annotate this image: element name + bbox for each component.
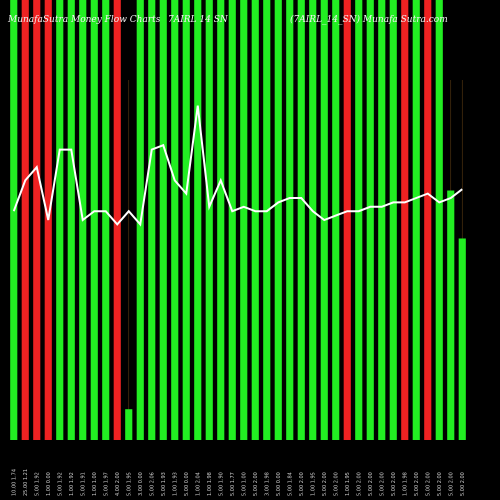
x-tick-label: 5.00 2.00: [299, 472, 305, 496]
x-tick-label: 5.00 2.00: [253, 472, 259, 496]
volume-bar: [148, 0, 156, 440]
x-tick-label: 5.00 1.90: [218, 472, 224, 496]
volume-bar: [217, 0, 225, 440]
volume-bar: [343, 0, 351, 440]
x-tick-label: 3.00 0.00: [138, 472, 144, 496]
volume-bar: [194, 0, 202, 440]
volume-bar: [182, 0, 190, 440]
volume-bar: [424, 0, 432, 440]
x-tick-label: 5.00 1.92: [34, 472, 40, 496]
volume-bar: [263, 0, 271, 440]
x-tick-label: 1.00 2.04: [195, 472, 201, 496]
volume-bar: [56, 0, 64, 440]
x-tick-label: 5.00 2.00: [333, 472, 339, 496]
x-tick-label: 5.00 2.00: [368, 472, 374, 496]
volume-bar: [90, 0, 98, 440]
x-tick-label: 5.00 1.97: [103, 472, 109, 496]
x-tick-label: 1.00 1.98: [207, 472, 213, 496]
x-tick-label: 1.00 1.00: [92, 472, 98, 496]
x-tick-label: 25.00 1.21: [23, 469, 29, 496]
x-tick-label: 5.00 1.91: [80, 472, 86, 496]
volume-bar: [240, 0, 248, 440]
volume-bar: [113, 0, 121, 440]
x-tick-label: 1.00 1.98: [402, 472, 408, 496]
x-tick-label: 5.00 1.92: [57, 472, 63, 496]
volume-bar: [10, 0, 18, 440]
x-tick-label: 3.00 1.98: [264, 472, 270, 496]
x-tick-label: 5.00 2.00: [322, 472, 328, 496]
x-tick-label: 5.00 0.00: [276, 472, 282, 496]
x-tick-label: 5.00 2.00: [379, 472, 385, 496]
x-tick-label: 5.00 0.00: [184, 472, 190, 496]
x-tick-label: 5.00 2.00: [425, 472, 431, 496]
volume-bar: [297, 0, 305, 440]
x-tick-label: 5.00 1.77: [230, 472, 236, 496]
volume-bar: [435, 0, 443, 440]
volume-bar: [33, 0, 41, 440]
volume-bar: [205, 0, 213, 440]
volume-bar: [67, 0, 75, 440]
x-tick-label: 1.00 0.00: [46, 472, 52, 496]
x-tick-label: 5.00 2.00: [437, 472, 443, 496]
x-tick-label: 5.00 1.93: [161, 472, 167, 496]
volume-bar: [378, 0, 386, 440]
x-tick-label: 10.00 1.74: [11, 469, 17, 496]
volume-bar: [458, 238, 466, 440]
volume-bar: [401, 0, 409, 440]
volume-bar: [274, 0, 282, 440]
x-tick-label: 5.00 2.00: [460, 472, 466, 496]
x-tick-label: 5.00 2.00: [448, 472, 454, 496]
x-tick-label: 5.00 1.95: [126, 472, 132, 496]
x-tick-label: 1.00 1.95: [310, 472, 316, 496]
x-tick-label: 1.00 1.93: [172, 472, 178, 496]
volume-bar: [286, 0, 294, 440]
volume-bar: [309, 0, 317, 440]
price-line: [12, 105, 463, 227]
x-tick-label: 1.00 1.92: [69, 472, 75, 496]
volume-bar: [228, 0, 236, 440]
x-tick-label: 1.00 1.95: [345, 472, 351, 496]
volume-bar: [447, 190, 455, 440]
x-tick-labels: 10.00 1.74 25.00 1.21 5.00 1.92 1.00 0.00 5.…: [11, 469, 466, 496]
volume-bar: [171, 0, 179, 440]
volume-bar: [412, 0, 420, 440]
volume-bar: [389, 0, 397, 440]
x-tick-label: 5.00 2.06: [149, 472, 155, 496]
volume-bar: [102, 0, 110, 440]
chart-title-left: MunafaSutra Money Flow Charts: [7, 15, 161, 25]
volume-bar: [21, 0, 29, 440]
volume-bar: [125, 409, 133, 440]
volume-bar: [355, 0, 363, 440]
volume-bar: [251, 0, 259, 440]
chart-title-center: 7AIRL 14 SN: [168, 15, 229, 25]
x-tick-label: 5.00 2.00: [391, 472, 397, 496]
x-tick-label: 5.00 2.00: [356, 472, 362, 496]
x-tick-label: 5.00 1.84: [287, 472, 293, 496]
volume-bar: [159, 0, 167, 440]
volume-bar: [366, 0, 374, 440]
x-tick-label: 5.00 1.00: [241, 472, 247, 496]
chart-title-right: (7AIRL_14_SN) Munafa Sutra.com: [290, 14, 448, 25]
bar-group: [10, 0, 466, 440]
x-tick-label: 5.00 2.00: [414, 472, 420, 496]
x-tick-label: 4.00 2.00: [115, 472, 121, 496]
volume-bar: [332, 0, 340, 440]
